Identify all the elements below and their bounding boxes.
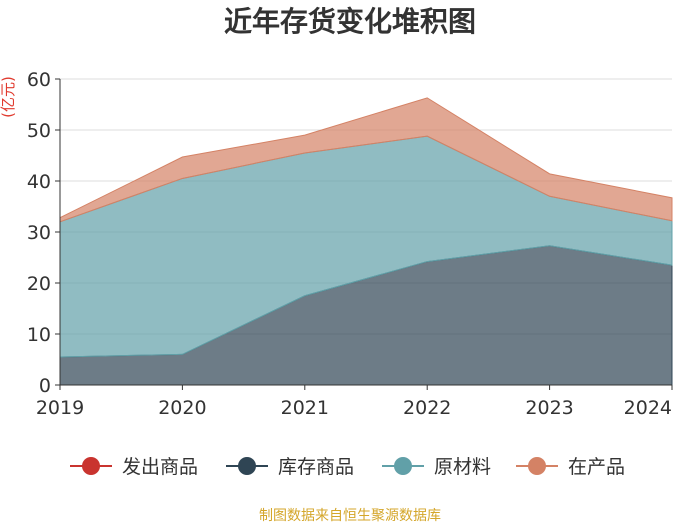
legend-label: 发出商品 <box>122 456 198 478</box>
legend-label: 原材料 <box>434 456 491 478</box>
chart-title: 近年存货变化堆积图 <box>223 5 476 38</box>
stacked-areas <box>59 97 673 386</box>
y-tick-label: 20 <box>27 273 51 295</box>
y-tick-label: 10 <box>27 324 51 346</box>
y-axis-label: (亿元) <box>0 76 17 118</box>
y-tick-label: 0 <box>39 375 51 397</box>
x-tick-label: 2020 <box>158 397 206 419</box>
y-tick-label: 40 <box>27 171 51 193</box>
y-tick-label: 60 <box>27 69 51 91</box>
x-tick-label: 2022 <box>403 397 451 419</box>
legend-label: 在产品 <box>568 456 625 478</box>
legend-marker <box>528 457 546 475</box>
legend: 发出商品 库存商品 原材料 在产品 <box>70 456 625 478</box>
x-tick-label: 2024 <box>624 397 672 419</box>
x-tick-label: 2019 <box>36 397 84 419</box>
y-tick-label: 50 <box>27 120 51 142</box>
legend-marker <box>238 457 256 475</box>
x-tick-label: 2021 <box>281 397 329 419</box>
source-note: 制图数据来自恒生聚源数据库 <box>259 508 441 524</box>
area-series <box>59 97 673 223</box>
y-tick-label: 30 <box>27 222 51 244</box>
legend-marker <box>394 457 412 475</box>
axes: 0 10 20 30 40 50 60 2019 2020 2021 2022 2023 2024 <box>27 69 673 419</box>
x-tick-label: 2023 <box>525 397 573 419</box>
legend-label: 库存商品 <box>278 456 354 478</box>
legend-marker <box>82 457 100 475</box>
